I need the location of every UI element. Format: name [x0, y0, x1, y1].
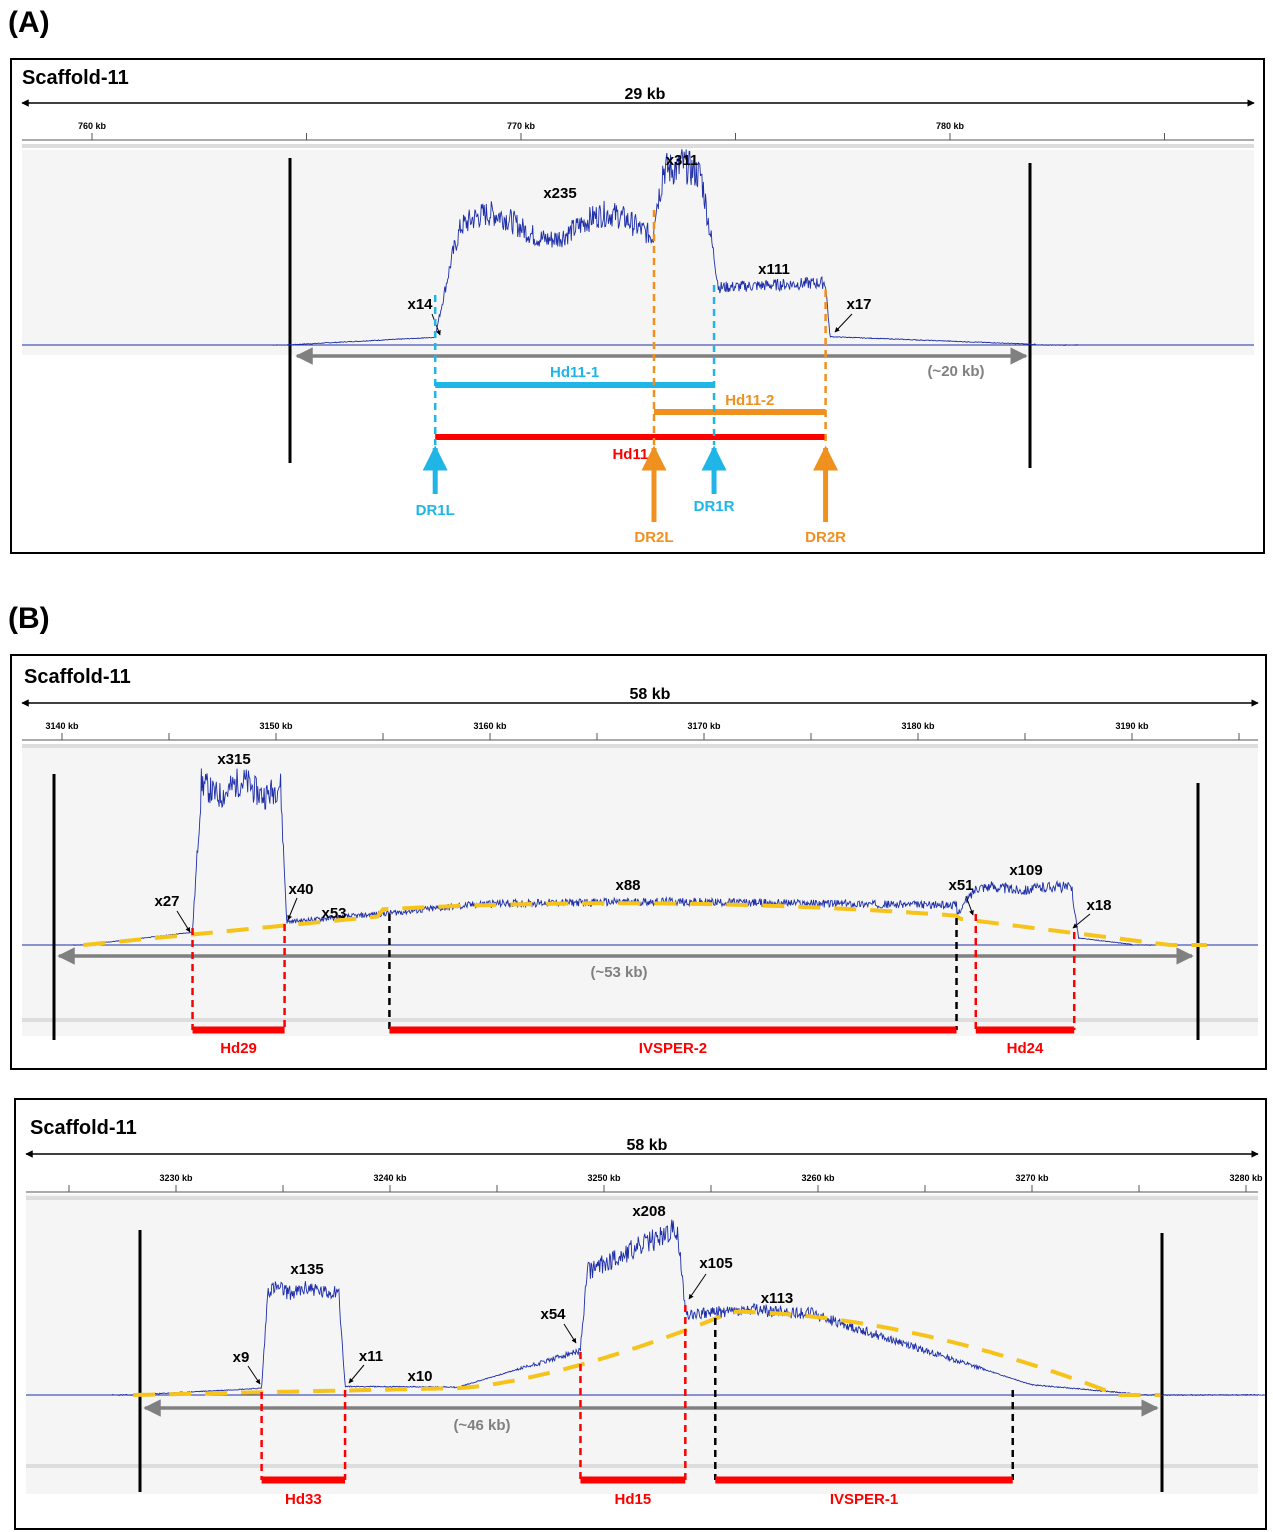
coverage-pointer-arrow	[688, 1273, 707, 1300]
span-label: 29 kb	[625, 86, 666, 103]
lower-track-separator	[22, 1018, 1258, 1022]
ruler-tick-label: 3170 kb	[687, 721, 721, 731]
coverage-label-x11: x11	[359, 1348, 383, 1365]
ruler-tick-label: 770 kb	[507, 121, 536, 131]
panel-label-b: (B)	[8, 602, 50, 635]
coverage-pointer-arrow	[563, 1323, 577, 1344]
coverage-label-x88: x88	[615, 877, 640, 894]
coverage-label-x109: x109	[1009, 862, 1042, 879]
coverage-label-x27: x27	[154, 893, 179, 910]
coverage-pointer-arrow	[287, 897, 298, 921]
segment-label-Hd11: Hd11	[612, 446, 648, 463]
coverage-label-x17: x17	[846, 296, 871, 313]
region-span-label: (~20 kb)	[927, 363, 984, 380]
coverage-label-x235: x235	[543, 185, 576, 202]
panel-c-frame: Scaffold-11 58 kb 3230 kb 3240 kb 3250 kb 326…	[14, 1098, 1267, 1530]
panel-a-frame: Scaffold-11 29 kb 760 kb 770 kb 780 kb (~20 k…	[10, 58, 1265, 554]
track-separator	[26, 1196, 1258, 1200]
coverage-label-x14: x14	[407, 296, 433, 313]
coverage-pointer-arrow	[965, 895, 974, 916]
panel-a-chart: Scaffold-11 29 kb 760 kb 770 kb 780 kb (~20 k…	[21, 67, 1255, 546]
coverage-label-x54: x54	[540, 1306, 566, 1323]
coverage-label-x40: x40	[288, 881, 313, 898]
lower-track-separator	[26, 1464, 1258, 1468]
segment-label-Hd29: Hd29	[220, 1040, 257, 1057]
coverage-pointer-arrow	[176, 910, 191, 933]
coverage-label-x208: x208	[632, 1203, 665, 1220]
scaffold-title: Scaffold-11	[30, 1117, 137, 1139]
ruler-tick-label: 3230 kb	[159, 1173, 193, 1183]
breakpoint-label-DR2L: DR2L	[634, 529, 673, 546]
coverage-pointer-arrow	[1072, 913, 1091, 929]
ruler-tick-label: 3150 kb	[259, 721, 293, 731]
segment-label-Hd11-1: Hd11-1	[550, 364, 599, 381]
coverage-label-x113: x113	[761, 1290, 794, 1307]
ruler-tick-label: 3270 kb	[1015, 1173, 1049, 1183]
panel-label-a: (A)	[8, 6, 50, 39]
expected-coverage-curve	[83, 901, 1207, 947]
breakpoint-label-DR1R: DR1R	[694, 498, 735, 515]
ruler-tick-label: 3280 kb	[1229, 1173, 1263, 1183]
ruler-tick-label: 3260 kb	[801, 1173, 835, 1183]
span-label: 58 kb	[630, 686, 671, 703]
coverage-trace	[111, 1219, 1265, 1397]
panel-b-chart: Scaffold-11 58 kb 3140 kb 3150 kb 3160 kb 317…	[21, 666, 1259, 1057]
ruler-tick-label: 3160 kb	[473, 721, 507, 731]
ruler-tick-label: 3250 kb	[587, 1173, 621, 1183]
coverage-label-x53: x53	[321, 905, 346, 922]
coverage-trace	[72, 768, 1175, 946]
panel-b-frame: Scaffold-11 58 kb 3140 kb 3150 kb 3160 kb 317…	[10, 654, 1267, 1070]
segment-label-IVSPER-1: IVSPER-1	[830, 1491, 898, 1508]
breakpoint-label-DR2R: DR2R	[805, 529, 846, 546]
coverage-label-x111: x111	[758, 261, 790, 278]
coverage-pointer-arrow	[834, 313, 853, 333]
ruler-tick-label: 3240 kb	[373, 1173, 407, 1183]
coverage-pointer-arrow	[247, 1365, 261, 1385]
segment-label-IVSPER-2: IVSPER-2	[639, 1040, 707, 1057]
span-label: 58 kb	[627, 1137, 668, 1154]
expected-coverage-curve	[133, 1309, 1161, 1397]
ruler-tick-label: 3140 kb	[45, 721, 79, 731]
coverage-label-x135: x135	[290, 1261, 323, 1278]
panel-c-chart: Scaffold-11 58 kb 3230 kb 3240 kb 3250 kb 326…	[25, 1117, 1265, 1508]
ruler-tick-label: 3180 kb	[901, 721, 935, 731]
track-background	[22, 150, 1254, 355]
coverage-label-x18: x18	[1086, 897, 1111, 914]
ruler-tick-label: 3190 kb	[1115, 721, 1149, 731]
segment-label-Hd11-2: Hd11-2	[725, 392, 774, 409]
coverage-label-x105: x105	[699, 1255, 732, 1272]
scaffold-title: Scaffold-11	[22, 67, 129, 89]
coverage-label-x51: x51	[948, 877, 973, 894]
segment-label-Hd15: Hd15	[615, 1491, 652, 1508]
scaffold-title: Scaffold-11	[24, 666, 131, 688]
region-span-label: (~46 kb)	[453, 1417, 510, 1434]
coverage-label-x311: x311	[666, 152, 699, 169]
coverage-pointer-arrow	[348, 1364, 365, 1384]
coverage-label-x10: x10	[407, 1368, 432, 1385]
coverage-label-x315: x315	[217, 751, 250, 768]
coverage-label-x9: x9	[233, 1349, 250, 1366]
segment-label-Hd24: Hd24	[1007, 1040, 1044, 1057]
breakpoint-label-DR1L: DR1L	[416, 502, 455, 519]
region-span-label: (~53 kb)	[590, 964, 647, 981]
track-separator	[22, 744, 1258, 748]
ruler-tick-label: 760 kb	[78, 121, 107, 131]
coverage-trace	[272, 149, 1079, 346]
track-separator	[22, 144, 1254, 148]
ruler-tick-label: 780 kb	[936, 121, 965, 131]
segment-label-Hd33: Hd33	[285, 1491, 322, 1508]
